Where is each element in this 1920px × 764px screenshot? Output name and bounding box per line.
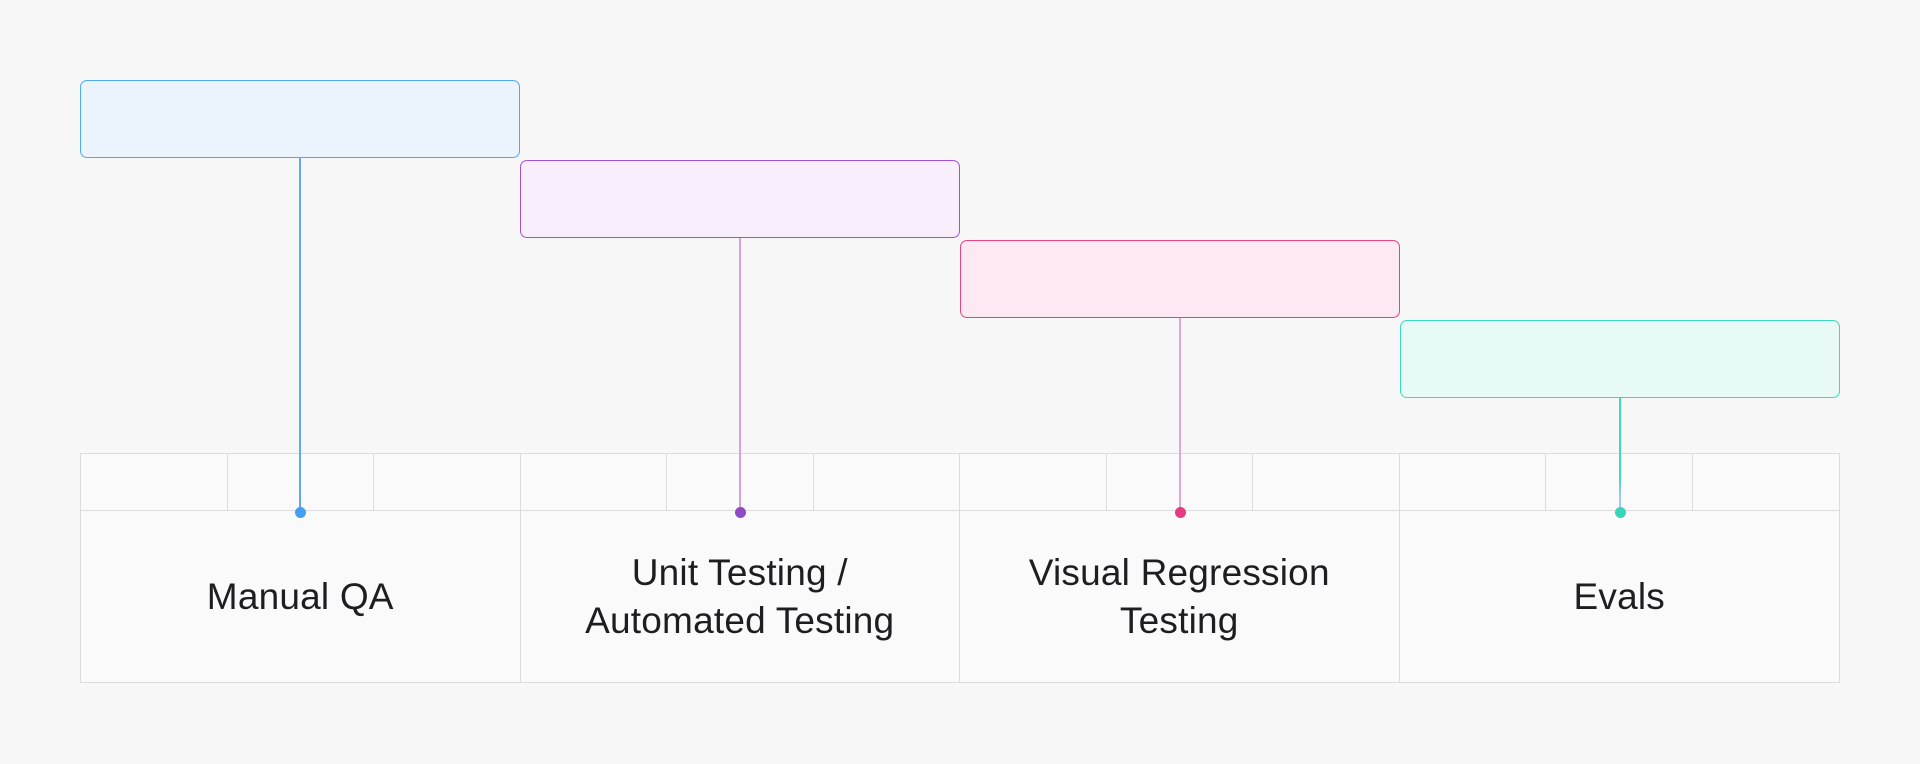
stage-card-visual-regression-testing [960, 240, 1400, 318]
stage-label-evals: Evals [1573, 575, 1665, 617]
timeline-header-cell [1692, 454, 1839, 511]
timeline-label-cell-visual-regression-testing: Visual Regression Testing [960, 511, 1400, 682]
timeline-header-cell [1399, 454, 1546, 511]
stage-label-manual-qa: Manual QA [206, 575, 394, 617]
timeline-label-cell-evals: Evals [1400, 511, 1840, 682]
stage-dot-manual-qa [294, 506, 306, 518]
timeline-label-cell-manual-qa: Manual QA [81, 511, 521, 682]
stage-dot-unit-automated-testing [734, 506, 746, 518]
timeline-header-cell [81, 454, 228, 511]
stage-card-manual-qa [80, 80, 520, 158]
timeline-header-cell [960, 454, 1107, 511]
stage-connector-unit-automated-testing [739, 237, 741, 512]
stage-card-unit-automated-testing [520, 160, 960, 238]
timeline-table: Manual QA Unit Testing / Automated Testi… [80, 453, 1840, 683]
stage-dot-visual-regression-testing [1174, 506, 1186, 518]
stage-label-unit-automated-testing: Unit Testing / Automated Testing [585, 551, 895, 641]
timeline-header-cell [374, 454, 521, 511]
stage-connector-visual-regression-testing [1179, 317, 1181, 512]
stage-label-visual-regression-testing: Visual Regression Testing [1028, 551, 1330, 641]
stage-connector-evals [1619, 397, 1621, 512]
timeline-header-cell [1253, 454, 1400, 511]
timeline-header-cell [520, 454, 667, 511]
timeline-label-cell-unit-automated-testing: Unit Testing / Automated Testing [521, 511, 960, 682]
stage-connector-manual-qa [299, 157, 301, 512]
timeline-header-cell [813, 454, 960, 511]
stage-dot-evals [1614, 506, 1626, 518]
stage-card-evals [1400, 320, 1840, 398]
